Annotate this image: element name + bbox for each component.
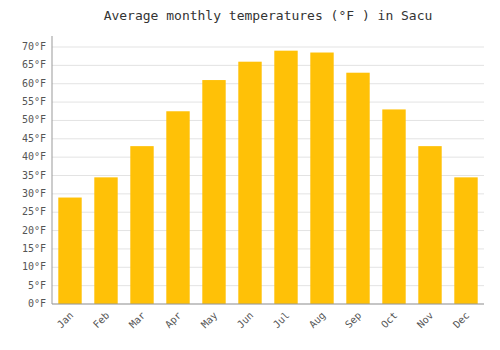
bar xyxy=(274,51,297,304)
y-axis-line xyxy=(52,36,53,304)
x-axis-line xyxy=(52,304,484,305)
y-tick-label: 35°F xyxy=(22,170,46,181)
chart-container: 0°F 5°F 10°F 15°F 20°F 25°F 30°F 35°F 40°F 45°F 50… xyxy=(0,0,500,350)
y-tick-label: 60°F xyxy=(22,78,46,89)
bar xyxy=(58,198,81,304)
y-tick-label: 65°F xyxy=(22,59,46,70)
y-tick-label: 55°F xyxy=(22,96,46,107)
y-tick-label: 15°F xyxy=(22,243,46,254)
grid-line xyxy=(52,65,484,66)
y-tick-label: 0°F xyxy=(28,298,46,309)
x-tick-label: Nov xyxy=(415,310,436,331)
bar xyxy=(166,111,189,304)
grid-line xyxy=(52,83,484,84)
bar xyxy=(202,80,225,304)
y-tick-label: 25°F xyxy=(22,206,46,217)
grid-line xyxy=(52,47,484,48)
x-tick-label: Feb xyxy=(91,310,112,331)
x-tick-label: Jul xyxy=(271,310,292,331)
bar xyxy=(382,109,405,304)
y-tick-label: 50°F xyxy=(22,114,46,125)
bar xyxy=(310,53,333,304)
y-tick-label: 20°F xyxy=(22,225,46,236)
x-ticks: Jan Feb Mar Apr May Jun Jul Aug Sep Oct Nov Dec xyxy=(55,310,472,331)
x-tick-label: Jan xyxy=(55,310,76,331)
grid xyxy=(52,47,484,304)
y-tick-label: 70°F xyxy=(22,41,46,52)
y-tick-label: 30°F xyxy=(22,188,46,199)
y-tick-label: 45°F xyxy=(22,133,46,144)
bar xyxy=(94,177,117,304)
x-tick-label: Apr xyxy=(163,310,184,331)
x-tick-label: Aug xyxy=(307,310,328,331)
x-tick-label: May xyxy=(199,310,220,331)
grid-line xyxy=(52,304,484,305)
y-ticks: 0°F 5°F 10°F 15°F 20°F 25°F 30°F 35°F 40°F 45°F 50… xyxy=(22,41,46,309)
x-tick-label: Mar xyxy=(127,310,148,331)
x-tick-label: Oct xyxy=(379,310,400,331)
y-tick-label: 40°F xyxy=(22,151,46,162)
grid-line xyxy=(52,120,484,121)
y-tick-label: 5°F xyxy=(28,280,46,291)
bar xyxy=(238,62,261,304)
bar xyxy=(346,73,369,304)
x-tick-label: Dec xyxy=(451,310,472,331)
bar xyxy=(418,146,441,304)
bar xyxy=(130,146,153,304)
grid-line xyxy=(52,138,484,139)
bars xyxy=(58,51,477,304)
x-tick-label: Jun xyxy=(235,310,256,331)
bar xyxy=(454,177,477,304)
title: Average monthly temperatures (°F ) in Sa… xyxy=(104,8,433,23)
x-tick-label: Sep xyxy=(343,310,364,331)
chart: 0°F 5°F 10°F 15°F 20°F 25°F 30°F 35°F 40°F 45°F 50… xyxy=(0,0,500,350)
grid-line xyxy=(52,102,484,103)
y-tick-label: 10°F xyxy=(22,261,46,272)
